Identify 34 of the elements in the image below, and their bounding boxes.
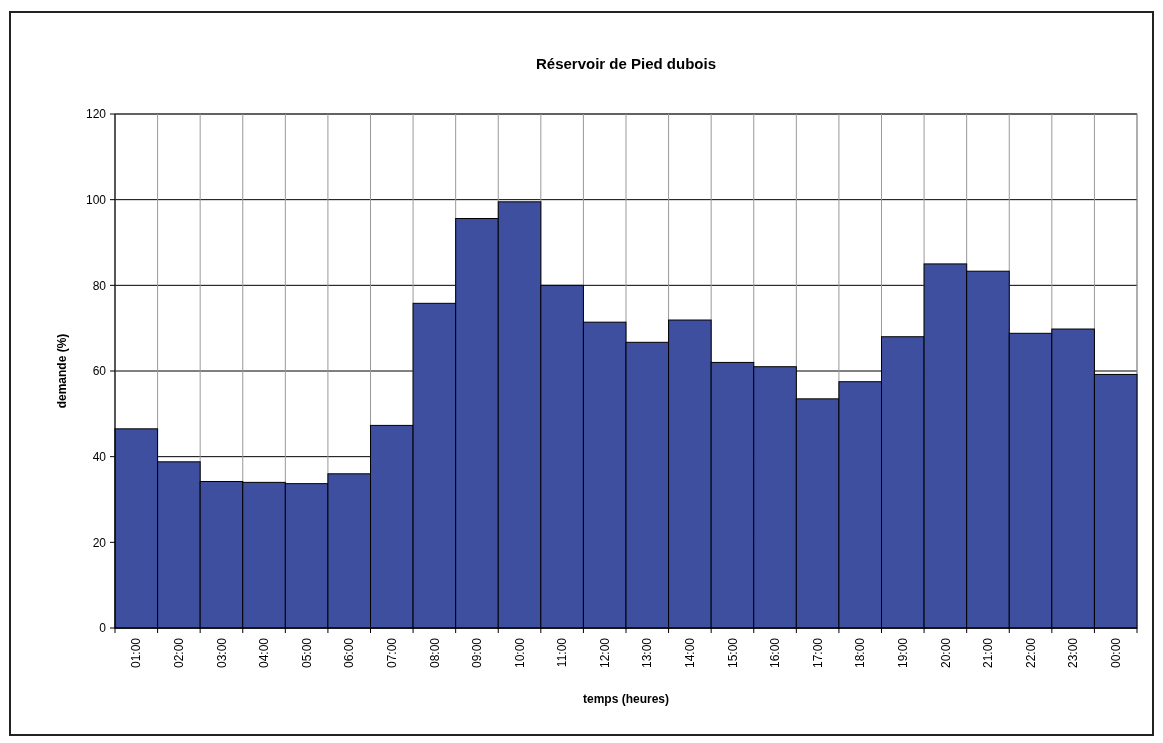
y-axis-title: demande (%) — [55, 333, 69, 409]
y-tick-label: 80 — [92, 278, 107, 293]
chart-title: Réservoir de Pied dubois — [535, 55, 717, 72]
x-tick-label: 04:00 — [257, 637, 272, 669]
x-tick-label: 21:00 — [981, 637, 996, 669]
x-tick-label: 20:00 — [938, 637, 953, 669]
x-tick-label: 18:00 — [853, 637, 868, 669]
x-tick-label: 03:00 — [214, 637, 229, 669]
x-tick-label: 06:00 — [342, 637, 357, 669]
y-tick-label: 40 — [92, 449, 107, 464]
x-tick-label: 12:00 — [597, 637, 612, 669]
y-tick-label: 100 — [85, 192, 107, 207]
x-tick-label: 14:00 — [683, 637, 698, 669]
x-tick-label: 05:00 — [299, 637, 314, 669]
x-tick-label: 07:00 — [384, 637, 399, 669]
x-tick-label: 23:00 — [1066, 637, 1081, 669]
x-tick-label: 16:00 — [768, 637, 783, 669]
x-tick-label: 19:00 — [895, 637, 910, 669]
y-tick-label: 0 — [99, 621, 107, 636]
x-tick-label: 17:00 — [810, 637, 825, 669]
x-axis-title: temps (heures) — [582, 692, 670, 706]
x-tick-label: 08:00 — [427, 637, 442, 669]
x-tick-label: 22:00 — [1023, 637, 1038, 669]
y-tick-label: 60 — [92, 364, 107, 379]
y-tick-label: 120 — [85, 107, 107, 122]
y-tick-label: 20 — [92, 535, 107, 550]
x-tick-label: 02:00 — [172, 637, 187, 669]
x-tick-label: 10:00 — [512, 637, 527, 669]
x-tick-label: 09:00 — [470, 637, 485, 669]
x-tick-label: 00:00 — [1108, 637, 1123, 669]
x-tick-label: 01:00 — [129, 637, 144, 669]
x-tick-label: 11:00 — [555, 637, 570, 668]
x-tick-label: 15:00 — [725, 637, 740, 669]
x-tick-label: 13:00 — [640, 637, 655, 669]
